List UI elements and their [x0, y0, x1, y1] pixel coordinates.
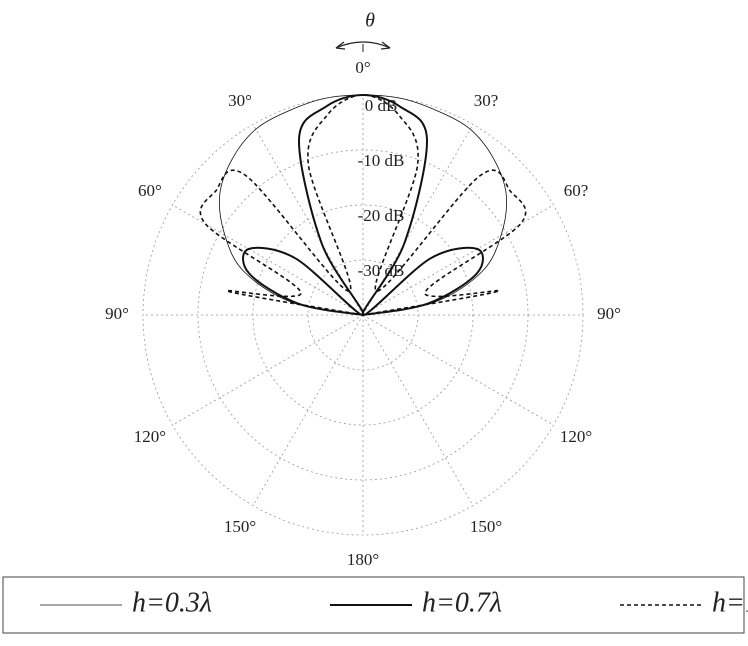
- legend: h=0.3λ h=0.7λ h=1.2λ: [40, 587, 748, 618]
- theta-label: θ: [365, 10, 375, 32]
- r-tick-label: -20 dB: [358, 206, 405, 225]
- grid-spoke: [362, 314, 474, 506]
- grid-spoke: [362, 314, 554, 426]
- theta-arrow: [335, 41, 391, 49]
- theta-tick-label: 0°: [355, 58, 370, 77]
- theta-tick-label: 90°: [105, 304, 129, 323]
- theta-tick-label: 30°: [228, 91, 252, 110]
- theta-tick-label: 90°: [597, 304, 621, 323]
- legend-box: [2, 576, 745, 634]
- theta-tick-label: 60°: [138, 181, 162, 200]
- theta-arrowheads: [335, 41, 391, 50]
- grid-spoke: [172, 204, 364, 316]
- r-tick-label: -10 dB: [358, 151, 405, 170]
- legend-label: h=1.2λ: [712, 587, 748, 618]
- grid-spoke: [172, 314, 364, 426]
- legend-label: h=0.7λ: [422, 587, 502, 618]
- grid-spoke: [362, 204, 554, 316]
- series-curve: [242, 93, 484, 317]
- theta-tick-label: 60?: [564, 181, 589, 200]
- legend-label: h=0.3λ: [132, 587, 212, 618]
- theta-tick-label: 30?: [474, 91, 499, 110]
- theta-tick-label: 180°: [347, 550, 379, 569]
- theta-tick-label: 120°: [134, 427, 166, 446]
- theta-tick-label: 150°: [224, 517, 256, 536]
- theta-tick-label: 120°: [560, 427, 592, 446]
- series-curve: [199, 94, 527, 316]
- grid-spoke: [252, 314, 364, 506]
- r-tick-label: 0 dB: [365, 96, 398, 115]
- curves: [199, 93, 527, 317]
- r-tick-label: -30 dB: [358, 261, 405, 280]
- theta-tick-label: 150°: [470, 517, 502, 536]
